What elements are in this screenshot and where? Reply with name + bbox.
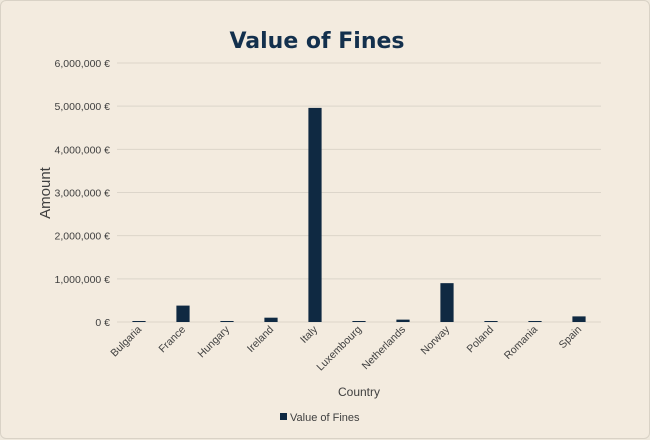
x-tick-label: France xyxy=(157,324,189,356)
x-tick-label: Ireland xyxy=(245,324,276,355)
y-tick-label: 1,000,000 € xyxy=(55,274,111,286)
x-tick-label: Spain xyxy=(557,324,585,352)
x-tick-label: Norway xyxy=(418,323,452,357)
chart-title: Value of Fines xyxy=(229,29,404,54)
x-axis-label: Country xyxy=(338,385,380,399)
y-tick-label: 3,000,000 € xyxy=(55,188,111,200)
x-tick-label: Italy xyxy=(298,323,321,346)
x-tick-label: Netherlands xyxy=(360,324,409,373)
x-tick-label: Luxembourg xyxy=(314,324,364,374)
x-tick-label: Hungary xyxy=(196,323,233,360)
y-tick-label: 6,000,000 € xyxy=(55,58,111,70)
y-tick-label: 4,000,000 € xyxy=(55,144,111,156)
x-tick-label: Romania xyxy=(502,324,540,362)
bar xyxy=(572,316,586,322)
bar xyxy=(176,305,190,322)
y-tick-label: 0 € xyxy=(95,317,110,329)
legend-label: Value of Fines xyxy=(290,412,360,424)
y-tick-label: 2,000,000 € xyxy=(55,231,111,243)
bars xyxy=(132,107,586,322)
y-axis-label: Amount xyxy=(37,166,54,219)
x-axis-ticks: Bulgaria France Hungary Ireland ItalyLuxembo… xyxy=(108,323,584,373)
bar xyxy=(484,321,498,322)
bar xyxy=(396,319,410,322)
y-axis-ticks: 0 € 1,000,000 € 2,000,000 € 3,000,000 € 4,00… xyxy=(55,58,111,329)
x-tick-label: Poland xyxy=(465,324,497,356)
y-tick-label: 5,000,000 € xyxy=(55,101,111,113)
bar xyxy=(308,107,322,322)
x-tick-label: Bulgaria xyxy=(108,324,144,360)
gridlines xyxy=(117,62,601,323)
bar xyxy=(440,283,454,322)
bar xyxy=(528,321,542,322)
bar xyxy=(220,321,234,322)
legend: Value of Fines xyxy=(280,412,360,424)
bar xyxy=(132,321,146,322)
legend-swatch xyxy=(280,413,287,420)
bar xyxy=(264,317,278,322)
bar xyxy=(352,321,366,322)
